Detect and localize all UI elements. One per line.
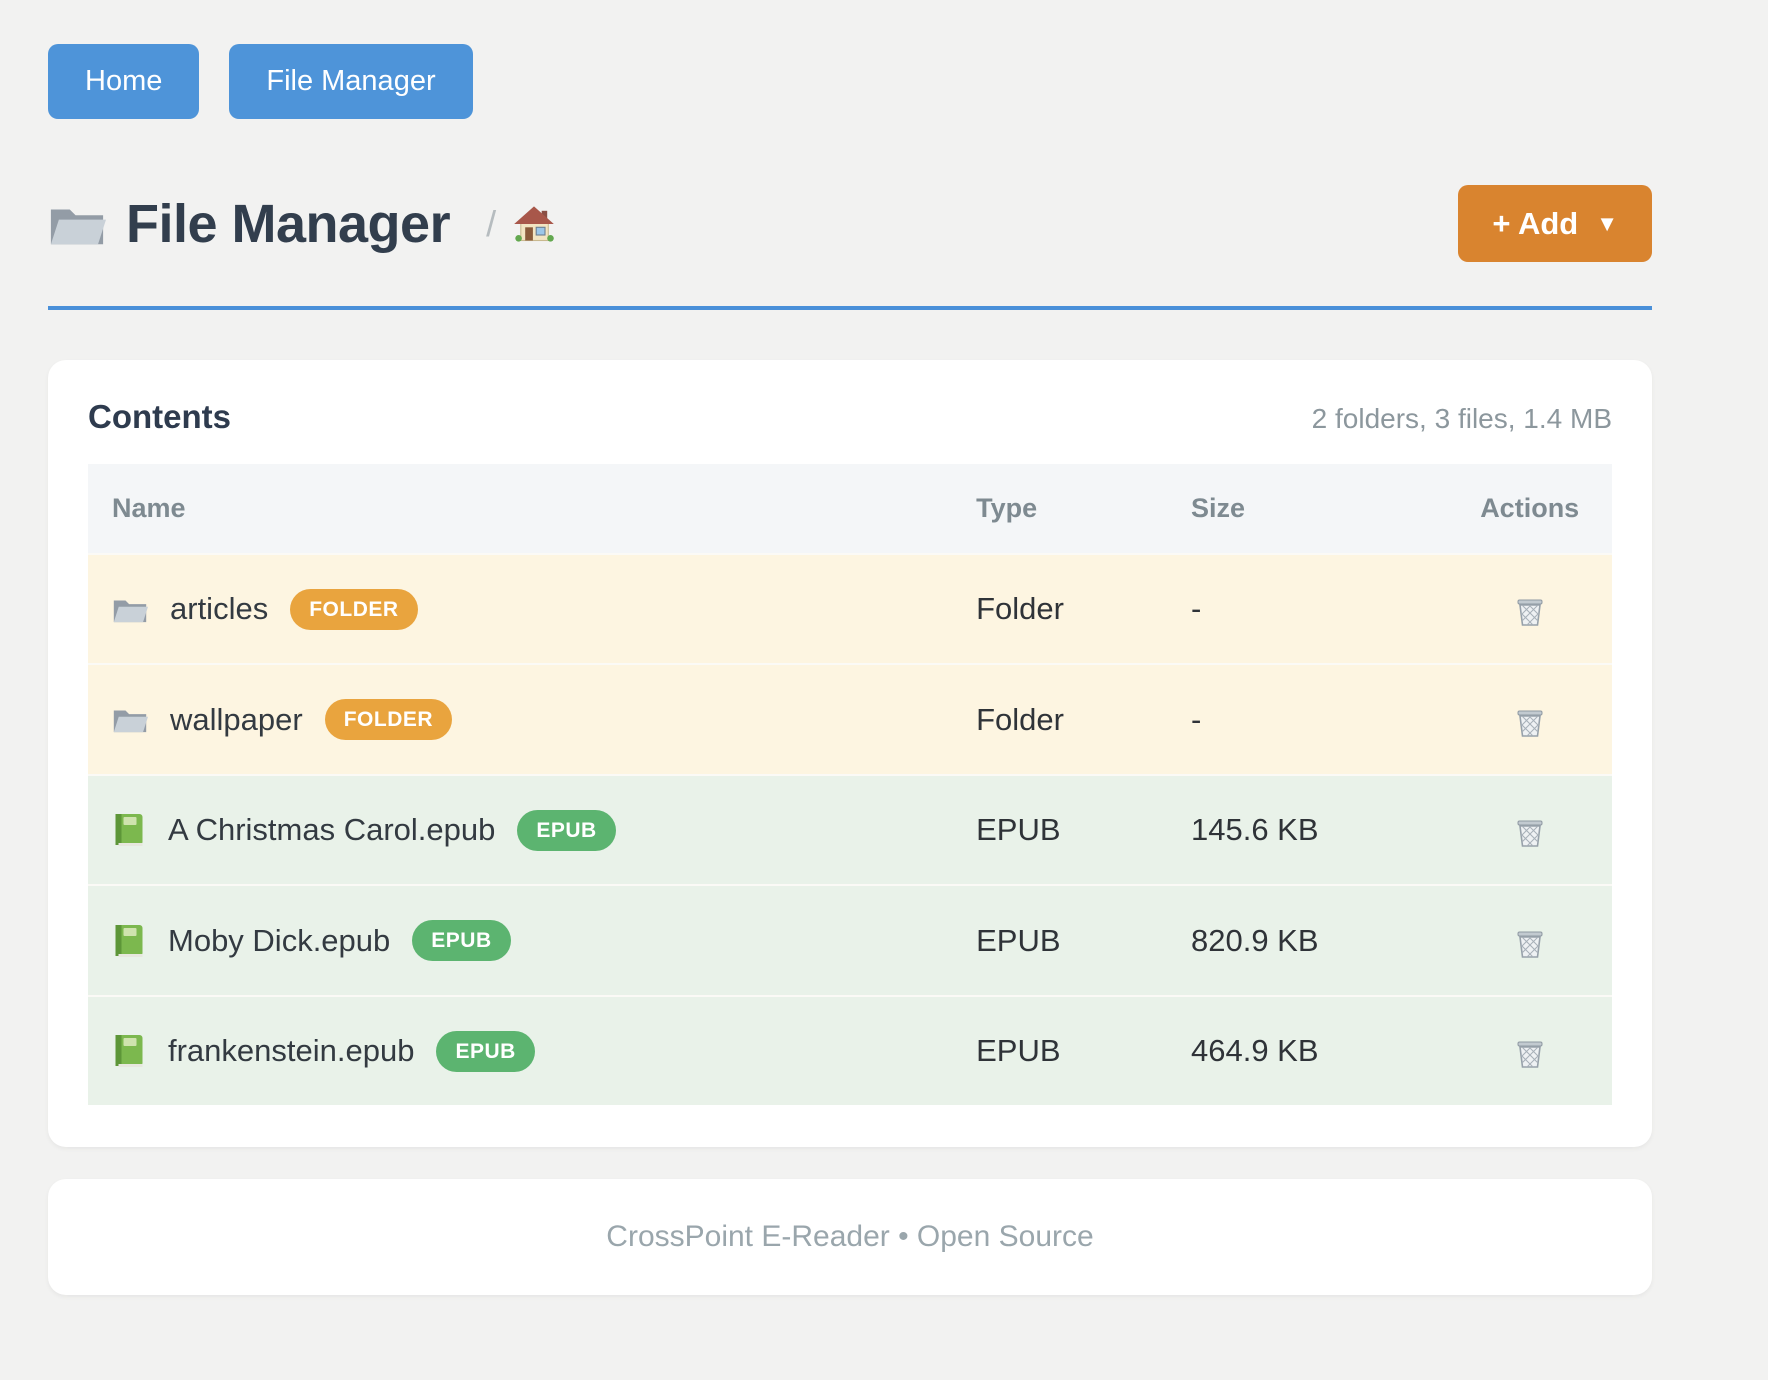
item-name-link[interactable]: Moby Dick.epub [168, 922, 391, 958]
table-row: frankenstein.epub EPUB EPUB 464.9 KB [88, 995, 1612, 1106]
column-header-size: Size [1190, 493, 1246, 523]
page-container: Home File Manager File Manager / + Add ▼… [48, 0, 1652, 1296]
item-name-link[interactable]: A Christmas Carol.epub [168, 812, 496, 848]
file-manager-button[interactable]: File Manager [229, 44, 473, 119]
type-badge: FOLDER [290, 588, 418, 630]
type-badge: EPUB [436, 1030, 535, 1072]
item-size: - [1190, 701, 1202, 737]
book-icon [115, 814, 143, 847]
table-row: Moby Dick.epub EPUB EPUB 820.9 KB [88, 885, 1612, 996]
item-type: EPUB [976, 812, 1061, 848]
item-size: 464.9 KB [1190, 1033, 1319, 1069]
book-icon [115, 1035, 143, 1068]
column-header-name: Name [112, 493, 186, 523]
delete-button[interactable] [1512, 594, 1548, 630]
item-type: EPUB [976, 922, 1061, 958]
delete-button[interactable] [1512, 705, 1548, 741]
type-badge: EPUB [517, 809, 616, 851]
table-row: A Christmas Carol.epub EPUB EPUB 145.6 K… [88, 774, 1612, 886]
item-name-link[interactable]: frankenstein.epub [168, 1033, 415, 1069]
table-header-row: Name Type Size Actions [88, 464, 1612, 554]
trash-icon [1512, 705, 1548, 741]
item-name-link[interactable]: articles [170, 591, 269, 627]
delete-button[interactable] [1512, 926, 1548, 962]
footer-text: CrossPoint E-Reader • Open Source [606, 1220, 1094, 1254]
contents-card: Contents 2 folders, 3 files, 1.4 MB Name… [48, 360, 1652, 1148]
table-row: wallpaper FOLDER Folder - [88, 664, 1612, 775]
item-size: - [1190, 591, 1202, 627]
item-size: 820.9 KB [1190, 922, 1319, 958]
table-row: articles FOLDER Folder - [88, 554, 1612, 665]
book-icon [115, 924, 143, 957]
folder-icon [113, 710, 148, 733]
column-header-type: Type [976, 493, 1038, 523]
column-header-actions: Actions [1480, 493, 1580, 523]
header-divider [48, 306, 1652, 310]
folder-icon [50, 209, 106, 244]
trash-icon [1512, 926, 1548, 962]
item-name-link[interactable]: wallpaper [170, 701, 303, 737]
item-type: Folder [976, 591, 1064, 627]
trash-icon [1512, 594, 1548, 630]
trash-icon [1512, 1036, 1548, 1072]
item-size: 145.6 KB [1190, 812, 1319, 848]
home-button[interactable]: Home [48, 44, 200, 119]
item-type: EPUB [976, 1033, 1061, 1069]
add-button[interactable]: + Add ▼ [1458, 185, 1652, 262]
contents-heading: Contents [88, 398, 231, 435]
delete-button[interactable] [1512, 815, 1548, 851]
contents-card-header: Contents 2 folders, 3 files, 1.4 MB [88, 398, 1612, 436]
chevron-down-icon: ▼ [1596, 210, 1618, 236]
breadcrumb-separator: / [486, 202, 497, 244]
trash-icon [1512, 815, 1548, 851]
footer-card: CrossPoint E-Reader • Open Source [48, 1179, 1652, 1296]
file-table: Name Type Size Actions articles FOLDER F… [88, 464, 1612, 1106]
type-badge: EPUB [412, 920, 511, 962]
breadcrumb: / [486, 202, 556, 246]
add-button-label: + Add [1492, 206, 1579, 241]
page-header: File Manager / + Add ▼ [48, 185, 1652, 262]
item-type: Folder [976, 701, 1064, 737]
title-group: File Manager / [48, 193, 556, 255]
folder-icon [113, 600, 148, 622]
top-nav: Home File Manager [48, 0, 1652, 119]
page-title: File Manager [126, 193, 451, 254]
home-icon[interactable] [512, 202, 556, 246]
delete-button[interactable] [1512, 1036, 1548, 1072]
type-badge: FOLDER [324, 699, 453, 741]
contents-summary: 2 folders, 3 files, 1.4 MB [1311, 403, 1612, 434]
